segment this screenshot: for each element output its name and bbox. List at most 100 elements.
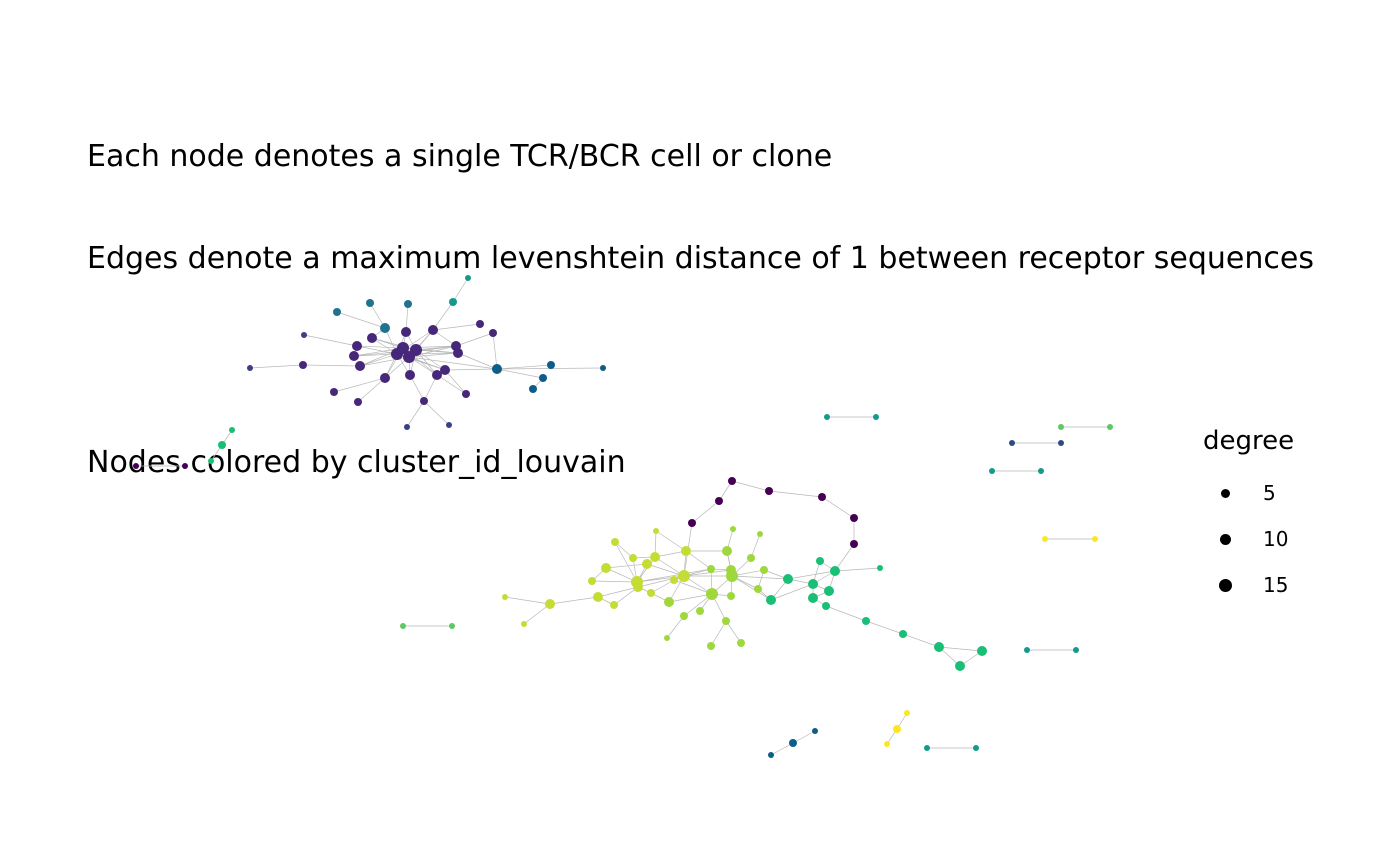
node-s8	[822, 602, 830, 610]
node-b4	[404, 300, 412, 308]
node-q4	[681, 546, 691, 556]
edge-s11-s12	[902, 633, 940, 648]
edge-a3-a8	[408, 352, 459, 358]
node-r18	[757, 531, 763, 537]
edge-a1-a15	[356, 345, 398, 355]
node-a27	[446, 422, 452, 428]
legend-dot-15	[1219, 579, 1232, 592]
node-s1	[783, 574, 793, 584]
edge-b5-b6	[452, 277, 469, 303]
edge-a12-a21	[357, 377, 386, 403]
node-r7	[760, 566, 768, 574]
node-b3	[333, 308, 341, 316]
node-a12	[380, 373, 390, 383]
node-s6	[808, 593, 818, 603]
node-q16	[502, 594, 508, 600]
title-line-2: Edges denote a maximum levenshtein dista…	[87, 241, 1314, 276]
node-m2	[789, 739, 797, 747]
node-o2	[973, 745, 979, 751]
edge-q4-q5	[654, 550, 687, 558]
node-p3	[728, 477, 736, 485]
edge-a10-a19	[436, 374, 467, 395]
node-r15	[737, 639, 745, 647]
node-q3	[633, 582, 643, 592]
node-a16	[367, 333, 377, 343]
legend-dot-10	[1220, 534, 1231, 545]
edge-q2-q9	[614, 541, 638, 583]
node-a13	[355, 361, 365, 371]
edge-r13-r14	[710, 620, 727, 647]
node-q18	[670, 576, 678, 584]
edge-a9-a19	[444, 369, 467, 395]
node-a10	[432, 370, 442, 380]
edge-a20-a26	[406, 400, 425, 428]
edge-q15-q16	[504, 596, 551, 605]
node-a6	[428, 325, 438, 335]
node-r13	[722, 617, 730, 625]
node-s5	[824, 586, 834, 596]
node-r9	[727, 592, 735, 600]
node-d2	[182, 463, 188, 469]
legend-title: degree	[1203, 426, 1295, 456]
node-a15	[352, 341, 362, 351]
node-r17	[730, 526, 736, 532]
node-layer	[133, 275, 1113, 758]
node-s4	[816, 557, 824, 565]
node-a4	[410, 344, 422, 356]
edge-a9-c1	[444, 368, 498, 371]
node-r8	[754, 585, 762, 593]
edge-q7-q9	[614, 541, 634, 559]
node-q11	[588, 577, 596, 585]
edge-r1-s7	[731, 575, 772, 601]
node-e3	[208, 458, 214, 464]
node-q5	[650, 552, 660, 562]
edge-q4-q10	[655, 530, 687, 552]
node-c5	[600, 365, 606, 371]
edge-a4-a7	[415, 345, 457, 351]
node-p6	[850, 514, 858, 522]
node-a11	[405, 370, 415, 380]
node-a23	[299, 361, 307, 369]
node-p7	[850, 540, 858, 548]
node-s3	[830, 566, 840, 576]
edge-r1-s1	[731, 575, 789, 580]
node-a24	[247, 365, 253, 371]
node-b1	[380, 323, 390, 333]
node-r11	[680, 612, 688, 620]
node-r12	[696, 607, 704, 615]
node-f2	[873, 414, 879, 420]
edge-a4-a8	[415, 349, 459, 354]
edge-a1-a13	[359, 353, 398, 367]
node-r10	[664, 597, 674, 607]
edge-s7-s2	[770, 583, 814, 601]
edge-p3-p4	[731, 480, 770, 492]
node-j1	[1042, 536, 1048, 542]
edge-q2-q11	[591, 580, 638, 583]
edge-q3-q12	[597, 586, 639, 598]
edge-p5-p6	[821, 496, 855, 519]
node-n3	[884, 741, 890, 747]
edge-c1-c2	[496, 364, 552, 370]
node-s9	[877, 565, 883, 571]
edge-a2-a15	[356, 345, 404, 349]
node-h1	[1009, 440, 1015, 446]
title-line-1: Each node denotes a single TCR/BCR cell …	[87, 139, 833, 174]
node-s13	[977, 646, 987, 656]
edge-a20-a27	[423, 400, 450, 426]
edge-q6-q8	[605, 563, 648, 569]
node-s12	[934, 642, 944, 652]
node-n2	[893, 725, 901, 733]
node-a2	[397, 342, 409, 354]
node-q10	[653, 528, 659, 534]
node-r5	[707, 565, 715, 573]
edge-a8-c1	[457, 352, 498, 370]
node-a25	[301, 332, 307, 338]
edge-q1-q6	[646, 563, 685, 577]
edge-a13-a23	[302, 364, 361, 367]
node-i1	[989, 468, 995, 474]
node-q15	[545, 599, 555, 609]
node-c3	[539, 374, 547, 382]
edge-s1-s3	[787, 570, 836, 580]
node-q8	[601, 563, 611, 573]
